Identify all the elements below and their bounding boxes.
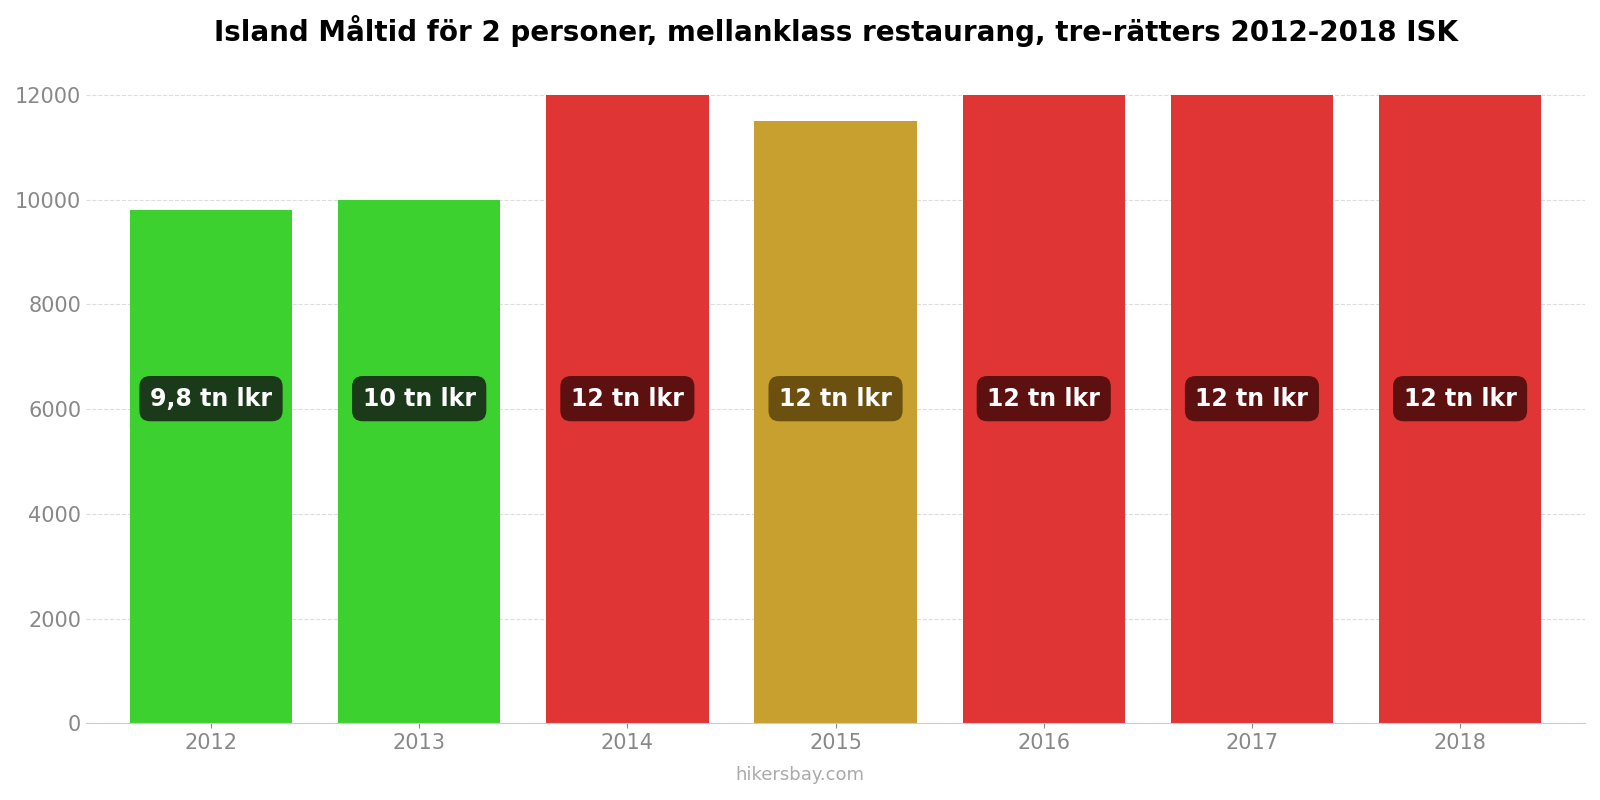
Text: 9,8 tn lkr: 9,8 tn lkr <box>150 386 272 410</box>
Bar <box>963 95 1125 723</box>
Bar <box>546 95 709 723</box>
Text: 12 tn lkr: 12 tn lkr <box>779 386 891 410</box>
Text: 12 tn lkr: 12 tn lkr <box>1195 386 1309 410</box>
Text: hikersbay.com: hikersbay.com <box>736 766 864 784</box>
Bar <box>1171 95 1333 723</box>
Bar <box>754 121 917 723</box>
Text: 12 tn lkr: 12 tn lkr <box>571 386 683 410</box>
Title: Island Måltid för 2 personer, mellanklass restaurang, tre-rätters 2012-2018 ISK: Island Måltid för 2 personer, mellanklas… <box>213 15 1458 47</box>
Bar <box>338 200 501 723</box>
Bar <box>130 210 293 723</box>
Bar <box>1379 95 1541 723</box>
Text: 12 tn lkr: 12 tn lkr <box>1403 386 1517 410</box>
Text: 12 tn lkr: 12 tn lkr <box>987 386 1101 410</box>
Text: 10 tn lkr: 10 tn lkr <box>363 386 475 410</box>
